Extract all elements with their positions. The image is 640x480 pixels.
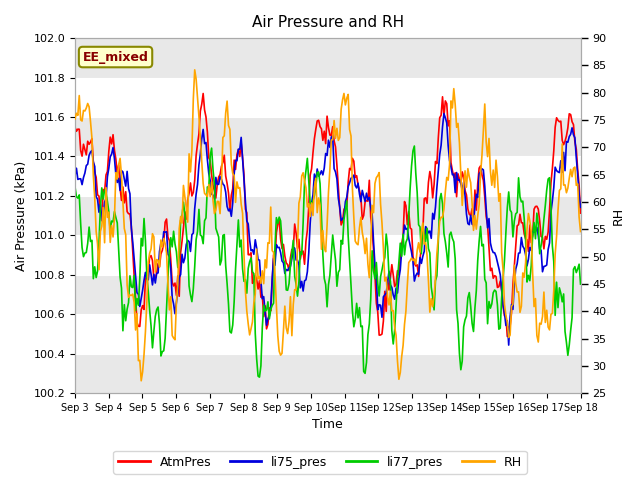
Bar	[75, 38, 580, 78]
Bar	[75, 314, 580, 354]
Bar	[75, 117, 580, 156]
Bar	[75, 275, 580, 314]
Y-axis label: Air Pressure (kPa): Air Pressure (kPa)	[15, 160, 28, 271]
Y-axis label: RH: RH	[612, 206, 625, 225]
Title: Air Pressure and RH: Air Pressure and RH	[252, 15, 404, 30]
Bar	[75, 196, 580, 235]
Legend: AtmPres, li75_pres, li77_pres, RH: AtmPres, li75_pres, li77_pres, RH	[113, 451, 527, 474]
Text: EE_mixed: EE_mixed	[83, 50, 148, 63]
Bar	[75, 78, 580, 117]
Bar	[75, 235, 580, 275]
Bar	[75, 354, 580, 393]
Bar	[75, 156, 580, 196]
X-axis label: Time: Time	[312, 419, 343, 432]
